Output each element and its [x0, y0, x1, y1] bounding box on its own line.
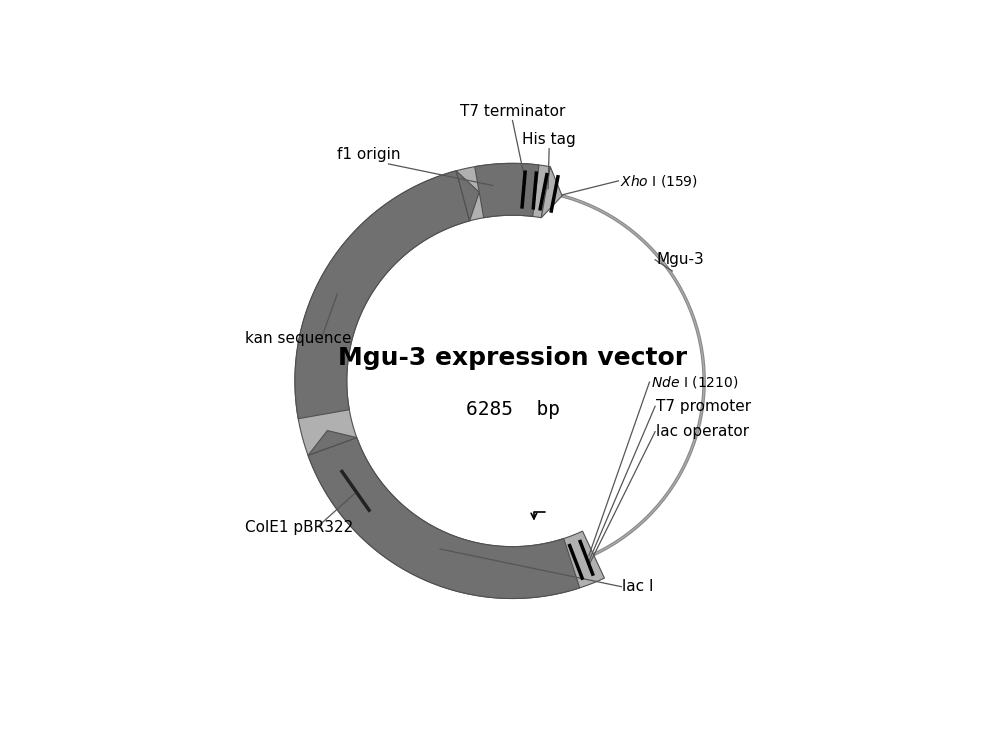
Text: Mgu-3 expression vector: Mgu-3 expression vector [338, 346, 687, 370]
Text: f1 origin: f1 origin [337, 147, 401, 163]
Text: lac I: lac I [622, 579, 654, 594]
Polygon shape [308, 438, 580, 599]
Polygon shape [295, 163, 604, 599]
Text: His tag: His tag [522, 132, 576, 147]
Polygon shape [456, 171, 479, 221]
Polygon shape [475, 163, 539, 217]
Text: ColE1 pBR322: ColE1 pBR322 [245, 520, 353, 535]
Polygon shape [308, 430, 357, 455]
Text: $\mathit{Nde}$ I (1210): $\mathit{Nde}$ I (1210) [651, 374, 738, 390]
Polygon shape [541, 167, 562, 217]
Polygon shape [295, 171, 470, 419]
Text: kan sequence: kan sequence [245, 331, 351, 346]
Text: lac operator: lac operator [656, 424, 749, 439]
Text: T7 promoter: T7 promoter [656, 399, 751, 414]
Text: Mgu-3: Mgu-3 [656, 253, 704, 267]
Text: $\mathit{Xho}$ I (159): $\mathit{Xho}$ I (159) [620, 173, 697, 189]
Text: 6285  bp: 6285 bp [466, 400, 560, 419]
Text: T7 terminator: T7 terminator [460, 104, 565, 119]
